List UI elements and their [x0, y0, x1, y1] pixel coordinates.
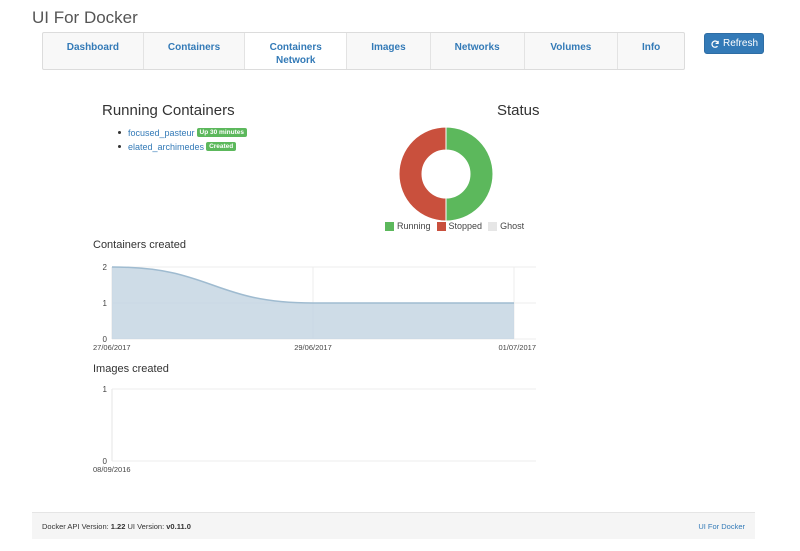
footer-versions: Docker API Version: 1.22 UI Version: v0.… [42, 521, 191, 531]
refresh-button[interactable]: Refresh [704, 33, 764, 54]
status-title: Status [497, 102, 540, 119]
main-nav: Dashboard Containers Containers Network I… [42, 32, 685, 70]
nav-containers-network[interactable]: Containers Network [245, 33, 348, 69]
y-tick-label: 0 [103, 335, 108, 344]
x-tick-label: 27/06/2017 [93, 343, 131, 352]
containers-created-chart: 0 1 2 27/06/2017 29/06/2017 01/07/2017 [93, 263, 536, 352]
running-containers-list: focused_pasteur Up 30 minutes elated_arc… [118, 126, 247, 154]
status-badge: Created [206, 142, 237, 151]
series-line [111, 266, 514, 304]
status-donut-chart [398, 126, 494, 222]
legend-item-stopped: Stopped [436, 221, 482, 231]
x-tick-label: 08/09/2016 [93, 465, 131, 474]
y-tick-label: 1 [103, 385, 108, 394]
nav-volumes[interactable]: Volumes [525, 33, 619, 69]
legend-swatch [488, 221, 498, 231]
list-item: focused_pasteur Up 30 minutes [118, 126, 247, 139]
nav-dashboard[interactable]: Dashboard [43, 33, 144, 69]
pie-slice-running [445, 126, 494, 222]
containers-created-title: Containers created [93, 239, 186, 251]
y-tick-label: 0 [103, 457, 108, 466]
ui-version: v0.11.0 [166, 521, 191, 531]
x-tick-label: 29/06/2017 [294, 343, 332, 352]
api-version: 1.22 [110, 521, 126, 531]
app-title: UI For Docker [32, 8, 138, 27]
nav-containers[interactable]: Containers [144, 33, 246, 69]
refresh-icon [711, 39, 719, 48]
container-link[interactable]: elated_archimedes [128, 141, 205, 152]
nav-info[interactable]: Info [641, 42, 661, 53]
container-link[interactable]: focused_pasteur [128, 127, 195, 138]
y-tick-label: 1 [103, 299, 108, 308]
nav-images[interactable]: Images [347, 33, 431, 69]
images-created-title: Images created [93, 363, 169, 375]
legend-item-running: Running [385, 221, 431, 231]
status-badge: Up 30 minutes [196, 128, 247, 137]
running-containers-title: Running Containers [102, 102, 235, 119]
legend-swatch [385, 221, 394, 231]
x-tick-label: 01/07/2017 [498, 343, 536, 352]
nav-networks[interactable]: Networks [431, 33, 525, 69]
legend-swatch [436, 221, 446, 231]
y-tick-label: 2 [103, 263, 108, 272]
images-created-chart: 0 1 08/09/2016 [93, 385, 536, 474]
footer: Docker API Version: 1.22 UI Version: v0.… [32, 512, 755, 539]
footer-link[interactable]: UI For Docker [698, 521, 745, 531]
refresh-label: Refresh [722, 38, 758, 49]
legend-item-ghost: Ghost [488, 221, 524, 231]
bullet [118, 131, 121, 134]
pie-slice-stopped [398, 126, 447, 222]
bullet [118, 145, 121, 148]
status-legend: Running Stopped Ghost [385, 221, 524, 231]
list-item: elated_archimedes Created [118, 140, 247, 153]
